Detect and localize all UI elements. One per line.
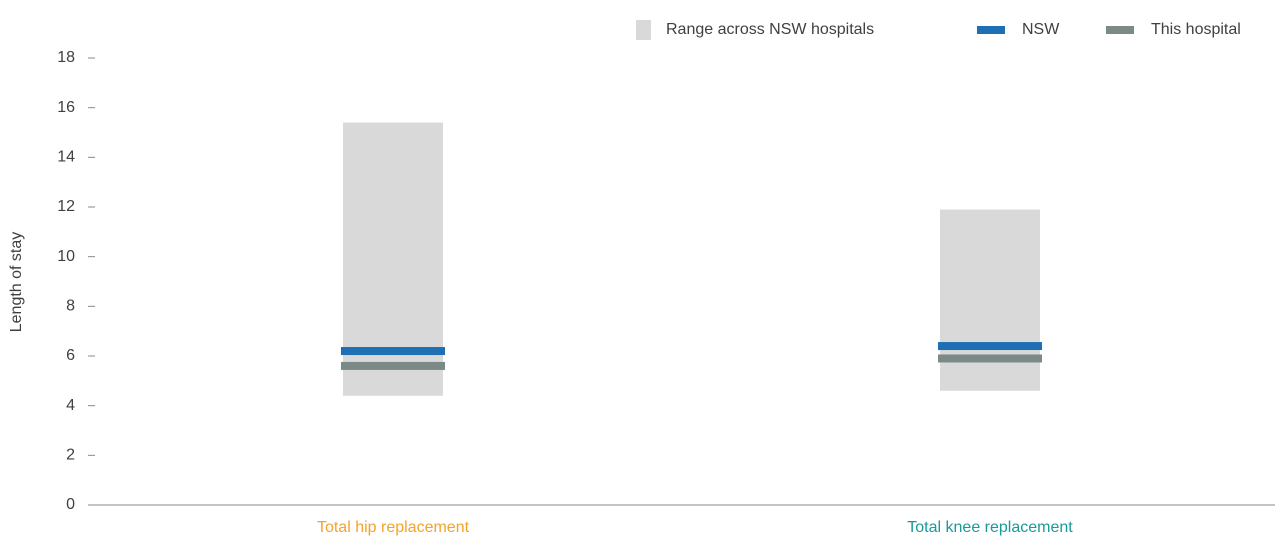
marker xyxy=(341,347,445,356)
y-axis-label: Length of stay xyxy=(8,232,25,333)
legend-label: NSW xyxy=(1022,21,1060,38)
legend-swatch xyxy=(636,20,651,40)
y-tick-label: 10 xyxy=(57,248,75,265)
y-tick-label: 14 xyxy=(57,149,75,166)
y-tick-label: 18 xyxy=(57,49,75,66)
y-tick-label: 16 xyxy=(57,99,75,116)
marker xyxy=(341,361,445,370)
legend-label: This hospital xyxy=(1151,21,1241,38)
y-tick-label: 0 xyxy=(66,496,75,513)
legend-swatch xyxy=(1106,26,1134,34)
y-tick-label: 12 xyxy=(57,198,75,215)
y-tick-label: 8 xyxy=(66,298,75,315)
marker xyxy=(938,342,1042,351)
x-tick-label: Total knee replacement xyxy=(907,519,1073,536)
marker xyxy=(938,354,1042,363)
range-bar xyxy=(940,209,1040,391)
legend-label: Range across NSW hospitals xyxy=(666,21,874,38)
y-tick-label: 2 xyxy=(66,447,75,464)
x-tick-label: Total hip replacement xyxy=(317,519,470,536)
y-tick-label: 6 xyxy=(66,347,75,364)
legend-swatch xyxy=(977,26,1005,34)
y-tick-label: 4 xyxy=(66,397,75,414)
